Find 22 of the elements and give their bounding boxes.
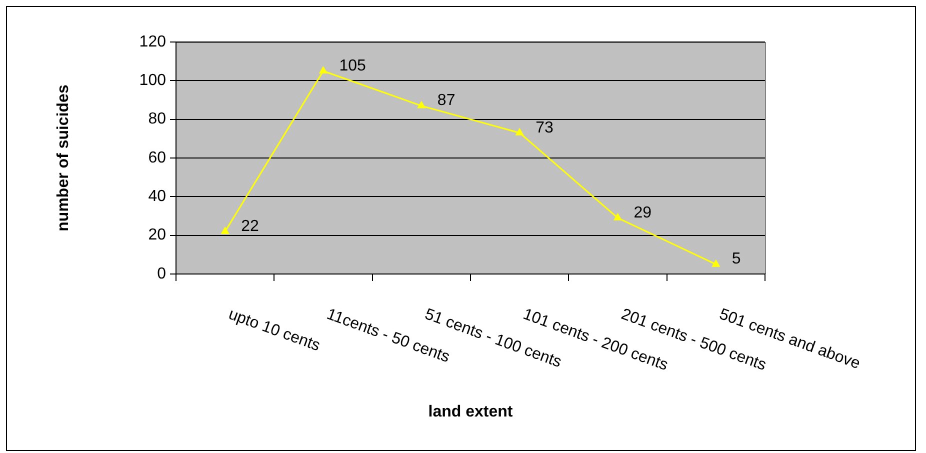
y-tick-label: 20 (148, 226, 166, 244)
x-tick-label: upto 10 cents (226, 306, 322, 355)
x-axis-title: land extent (428, 403, 514, 420)
data-label: 29 (634, 204, 652, 222)
point (613, 212, 622, 220)
y-axis-title: number of suicides (55, 84, 72, 232)
y-tick-label: 80 (148, 110, 166, 128)
point (712, 259, 720, 267)
point (417, 100, 426, 108)
y-tick-label: 100 (139, 72, 166, 90)
point (515, 128, 524, 136)
data-label: 87 (437, 92, 456, 110)
y-tick-label: 60 (148, 149, 166, 166)
y-tick-label: 0 (157, 265, 166, 282)
data-label: 22 (241, 218, 259, 235)
y-tick-label: 40 (148, 188, 166, 206)
data-label: 5 (732, 250, 741, 268)
data-label: 73 (536, 119, 554, 136)
y-tick-label: 120 (139, 33, 166, 50)
point (318, 66, 328, 74)
data-label: 105 (339, 57, 366, 74)
point (220, 226, 230, 234)
